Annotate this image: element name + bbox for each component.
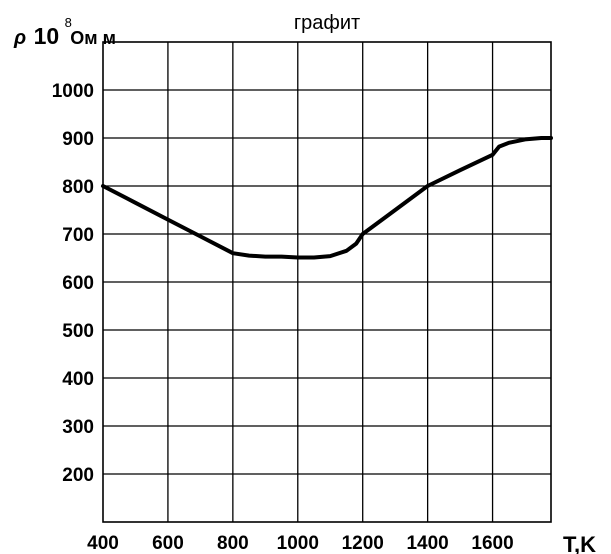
y-tick-label-500: 500	[62, 321, 94, 342]
y-tick-label-700: 700	[62, 225, 94, 246]
y-tick-label-600: 600	[62, 273, 94, 294]
y-tick-label-200: 200	[62, 465, 94, 486]
y-tick-label-900: 900	[62, 129, 94, 150]
plot-frame	[102, 41, 552, 523]
x-tick-label-1400: 1400	[406, 533, 448, 554]
y-tick-label-400: 400	[62, 369, 94, 390]
x-tick-label-1200: 1200	[342, 533, 384, 554]
y-tick-label-1000: 1000	[52, 81, 94, 102]
series-line-graphite	[101, 136, 553, 260]
y-tick-labels: 200 300 400 500 600 700 800 900 1000	[52, 81, 94, 486]
x-axis-label: T,K	[563, 532, 596, 554]
x-tick-label-400: 400	[87, 533, 119, 554]
y-tick-label-800: 800	[62, 177, 94, 198]
y-axis-multiplier: 10	[34, 23, 60, 49]
x-tick-label-1600: 1600	[471, 533, 513, 554]
x-tick-labels: 400 600 800 1000 1200 1400 1600	[87, 533, 514, 554]
x-tick-label-1000: 1000	[277, 533, 319, 554]
y-axis-symbol: ρ	[13, 27, 26, 49]
x-tick-label-600: 600	[152, 533, 184, 554]
y-axis-unit: Ом м	[70, 28, 116, 48]
y-axis-label: ρ 10 8 Ом м	[13, 14, 116, 49]
y-tick-label-300: 300	[62, 417, 94, 438]
y-axis-exponent: 8	[65, 15, 72, 30]
grid-lines	[103, 42, 551, 522]
x-tick-label-800: 800	[217, 533, 249, 554]
chart-title: графит	[294, 12, 360, 34]
